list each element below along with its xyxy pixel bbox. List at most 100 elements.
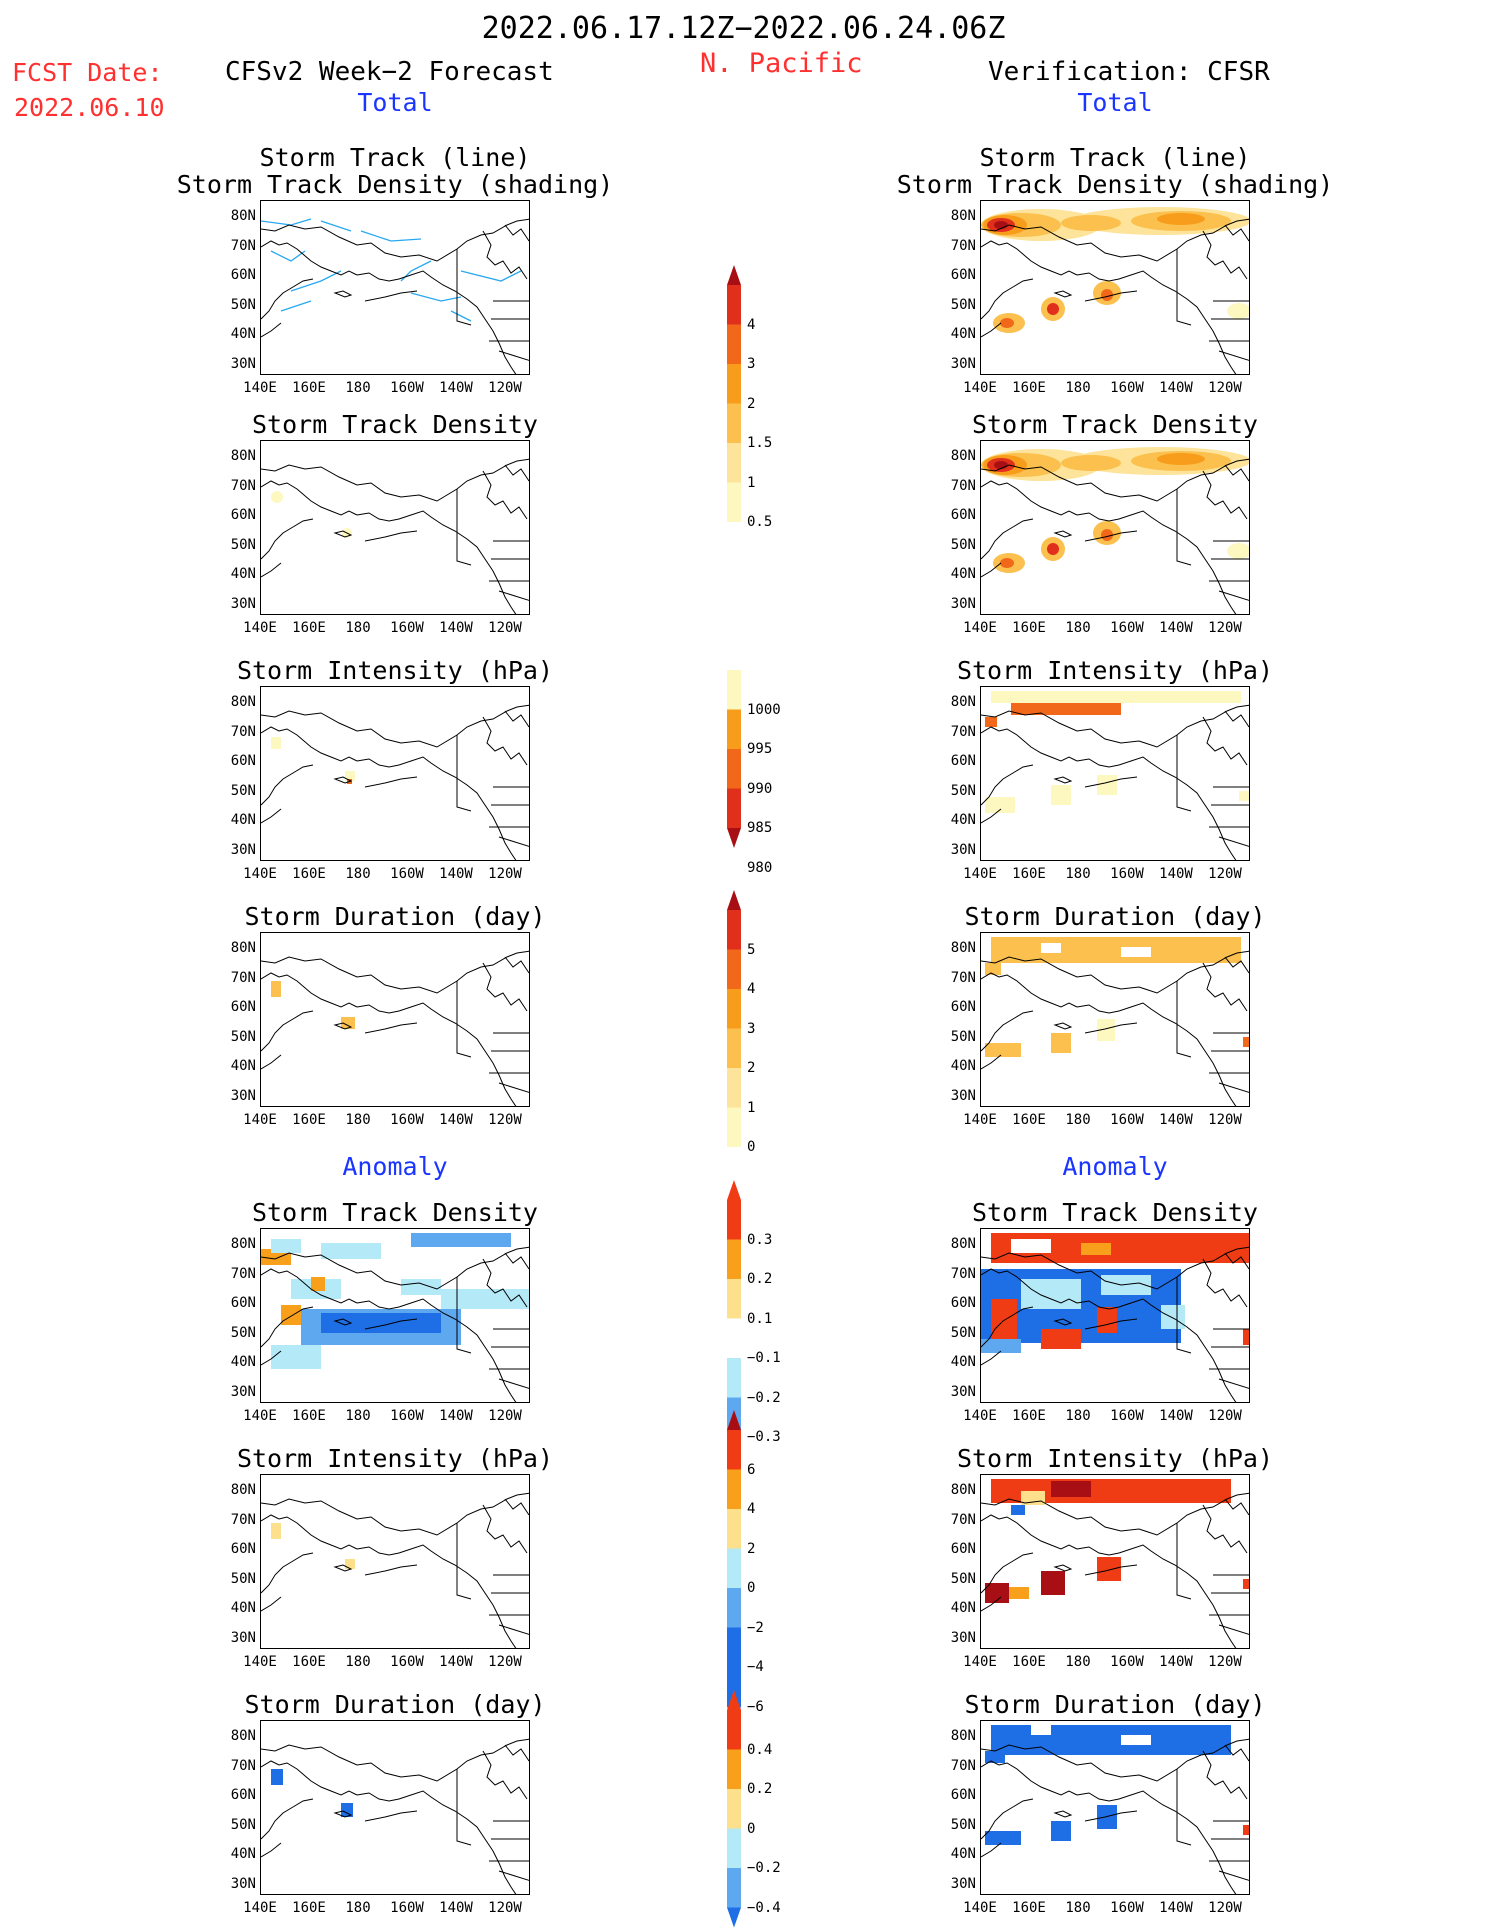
colorbar-bottom-arrow	[727, 1147, 741, 1167]
coastline	[482, 470, 528, 520]
lon-tick-label: 160E	[1012, 1408, 1046, 1424]
lat-tick-label: 70N	[950, 237, 976, 254]
coastline	[1084, 290, 1138, 302]
colorbar-segment	[727, 324, 741, 364]
shading-cell	[1239, 791, 1249, 801]
lon-tick-label: 140E	[963, 1112, 997, 1128]
colorbar-segment	[727, 1828, 741, 1868]
lon-tick-label: 120W	[1208, 380, 1242, 396]
lat-tick-label: 80N	[230, 1482, 256, 1498]
lon-tick-label: 140W	[439, 1654, 473, 1670]
coastline	[356, 510, 517, 614]
lat-tick-label: 70N	[950, 477, 976, 494]
colorbar-segment	[727, 1710, 741, 1750]
panel-title-density: Storm Track Density	[972, 410, 1258, 439]
colorbar-label: −0.2	[747, 1389, 781, 1406]
colorbar-segment	[727, 670, 741, 710]
lon-tick-label: 160W	[390, 866, 424, 882]
coastline	[981, 1514, 1078, 1550]
colorbar-segment	[727, 1068, 741, 1108]
storm-track-line	[280, 300, 312, 312]
coastline	[261, 278, 314, 320]
lon-tick-label: 180	[345, 1408, 371, 1424]
colorbar-segment	[727, 1469, 741, 1509]
coastline	[261, 1514, 358, 1550]
lat-tick-label: 80N	[950, 694, 976, 710]
shading-cell	[1051, 785, 1071, 805]
density-blob	[1101, 529, 1113, 541]
coastline	[1076, 1790, 1237, 1894]
lat-tick-label: 60N	[950, 753, 976, 769]
coastline	[333, 1810, 353, 1818]
coastline	[1202, 716, 1248, 766]
map-canvas	[981, 1479, 1249, 1648]
coastline	[261, 1054, 282, 1070]
map-canvas	[261, 1492, 529, 1648]
colorbar-label: 985	[747, 820, 773, 836]
coastline	[504, 464, 529, 482]
coastline	[981, 1010, 1034, 1052]
coastline	[261, 240, 358, 276]
storm-track-line	[400, 260, 432, 282]
colorbar-top-arrow	[727, 1410, 741, 1430]
coastline	[1053, 1318, 1073, 1326]
lat-tick-label: 40N	[950, 812, 976, 828]
lat-tick-label: 80N	[950, 1728, 976, 1744]
shading-cell	[411, 1233, 511, 1247]
coastline	[364, 1022, 418, 1034]
lat-tick-label: 50N	[230, 1324, 256, 1341]
coastline	[456, 981, 472, 1058]
colorbar-label: 4	[747, 1501, 756, 1517]
colorbar-label: 5	[747, 941, 756, 958]
shading-cell	[271, 1523, 281, 1539]
lat-tick-label: 60N	[950, 507, 976, 523]
colorbar-segment	[727, 749, 741, 789]
colorbar-segment	[727, 1318, 741, 1358]
coastline	[261, 972, 358, 1008]
coastline	[261, 1268, 358, 1304]
lat-tick-label: 60N	[950, 1787, 976, 1803]
lon-tick-label: 160W	[1110, 1408, 1144, 1424]
colorbar-segment	[727, 1789, 741, 1829]
map-canvas	[981, 207, 1249, 374]
coastline	[504, 1744, 529, 1762]
coastline	[981, 240, 1078, 276]
colorbar-label: 2	[747, 1540, 756, 1557]
coastline	[981, 726, 1078, 762]
lat-tick-label: 60N	[950, 1295, 976, 1311]
coastline	[482, 1258, 528, 1308]
coastline	[261, 950, 529, 994]
left-track-map-panel	[260, 200, 530, 375]
lon-tick-label: 120W	[1208, 866, 1242, 882]
colorbar-label: 0	[747, 1139, 756, 1155]
lat-tick-label: 70N	[950, 723, 976, 740]
coastline	[1053, 1022, 1073, 1030]
lat-tick-label: 80N	[950, 448, 976, 464]
coastline	[981, 1268, 1078, 1304]
coastline	[981, 1552, 1034, 1594]
lon-tick-label: 160W	[390, 1900, 424, 1916]
shading-cell	[401, 1279, 441, 1295]
lat-tick-label: 60N	[230, 999, 256, 1015]
lon-tick-label: 140W	[1159, 866, 1193, 882]
coastline	[1053, 530, 1073, 538]
colorbar-segment	[727, 788, 741, 828]
lat-tick-label: 60N	[230, 1787, 256, 1803]
shading-cell	[1051, 1033, 1071, 1053]
lat-tick-label: 80N	[950, 1482, 976, 1498]
shading-cell	[271, 737, 281, 749]
lon-tick-label: 160E	[292, 866, 326, 882]
shading-cell	[1009, 1587, 1029, 1599]
lon-tick-label: 160E	[1012, 380, 1046, 396]
lat-tick-label: 30N	[230, 1875, 256, 1892]
coastline	[261, 808, 282, 824]
lat-tick-label: 30N	[230, 1087, 256, 1104]
coastline	[1224, 224, 1249, 242]
lat-tick-label: 80N	[230, 208, 256, 224]
coastline	[504, 1498, 529, 1516]
coastline	[261, 458, 529, 502]
shading-cell	[311, 1277, 325, 1291]
coastline	[981, 480, 1078, 516]
shading-cell	[991, 937, 1241, 963]
lon-tick-label: 140W	[1159, 1408, 1193, 1424]
